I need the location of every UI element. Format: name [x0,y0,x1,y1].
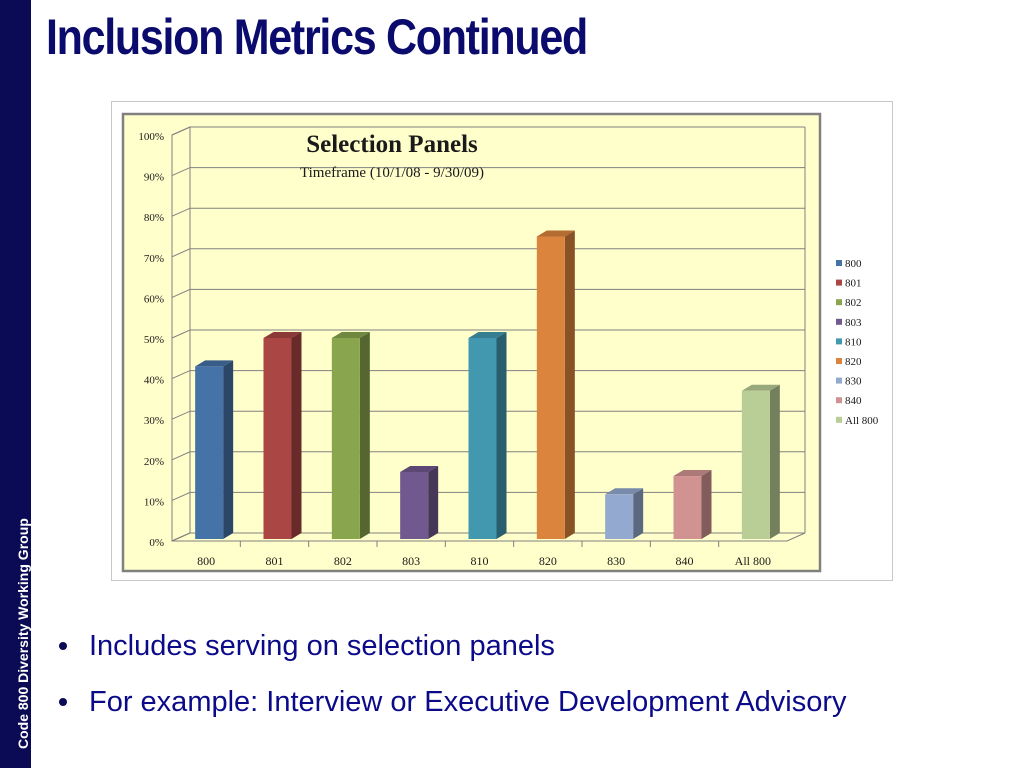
legend-swatch [836,279,842,286]
y-tick-label: 60% [144,293,164,305]
gridline [171,126,805,136]
bar-all-800 [741,384,780,539]
bullet-text: For example: Interview or Executive Deve… [89,686,847,718]
bullet-text: Includes serving on selection panels [89,630,555,662]
x-tick-label: All 800 [735,554,771,568]
x-tick-label: 800 [197,554,215,568]
x-tick-label: 810 [471,554,489,568]
y-tick-label: 20% [144,456,164,468]
x-tick-label: 840 [676,554,694,568]
legend-swatch [836,377,842,384]
bar-front [331,338,360,539]
legend-label: 810 [845,336,862,348]
legend-swatch [836,416,842,423]
bar-top [400,465,439,472]
bar-800 [195,360,234,539]
gridline [171,167,805,177]
legend-swatch [836,397,842,404]
bar-front [741,390,770,539]
bar-front [536,236,565,539]
legend-label: 800 [845,258,862,270]
legend-swatch [836,318,842,325]
bar-side [359,332,370,539]
y-tick-label: 90% [144,172,164,184]
slide-title: Inclusion Metrics Continued [46,9,588,65]
gridline [171,532,805,542]
sidebar-band [0,0,31,768]
bullet-dot-icon [59,698,67,706]
x-tick-label: 820 [539,554,557,568]
x-tick-label: 830 [607,554,625,568]
gridline [171,370,805,380]
bar-side [769,384,780,539]
selection-panels-chart: 0% 10% 20% 30% 40% 50% 60% 70% 80% 90% 100% 800 801… [121,112,879,573]
gridline [171,207,805,217]
legend-label: 830 [845,376,862,388]
y-tick-label: 80% [144,212,164,224]
bar-side [496,332,507,539]
legend-label: 840 [845,395,862,407]
bar-side [564,230,575,539]
bar-front [468,338,497,539]
gridline [171,288,805,298]
bullet-dot-icon [59,642,67,650]
y-tick-label: 70% [144,253,164,265]
bar-802 [331,332,370,539]
gridline [171,329,805,339]
legend-swatch [836,260,842,266]
bullet-list: Includes serving on selection panels For… [55,628,847,740]
chart-title: Selection Panels [306,131,478,158]
y-tick-label: 100% [138,131,164,143]
x-tick-label: 802 [334,554,352,568]
bar-side [291,332,302,539]
gridline [171,410,805,420]
bar-830 [605,488,644,539]
sidebar-label: Code 800 Diversity Working Group [15,518,31,749]
x-tick-label: 803 [402,554,420,568]
y-tick-label: 30% [144,415,164,427]
bar-front [400,471,429,539]
chart-subtitle: Timeframe (10/1/08 - 9/30/09) [300,165,484,181]
bar-side [223,360,234,539]
bar-top [263,332,302,338]
bar-side [633,488,644,539]
x-tick-label: 801 [266,554,284,568]
bullet-item: Includes serving on selection panels [55,628,847,684]
legend-label: 802 [845,297,862,309]
gridline [171,248,805,258]
bar-803 [400,465,439,539]
chart-frame: 0% 10% 20% 30% 40% 50% 60% 70% 80% 90% 100% 800 801… [111,101,893,581]
bar-front [673,476,702,539]
bar-side [428,465,439,539]
bar-front [195,366,224,539]
bar-top [605,488,644,495]
bar-top [536,230,575,237]
legend-label: All 800 [845,415,879,427]
bar-840 [673,470,712,539]
bar-820 [536,230,575,539]
bar-top [195,360,234,367]
bar-top [468,332,507,338]
gridline [171,491,805,501]
y-tick-label: 40% [144,375,164,387]
bar-front [605,494,634,539]
gridline [171,451,805,461]
legend-swatch [836,299,842,306]
bar-side [701,470,712,539]
bar-801 [263,332,302,539]
bar-810 [468,332,507,539]
legend-swatch [836,358,842,364]
bar-top [331,332,370,338]
bar-front [263,338,292,539]
legend-swatch [836,338,842,345]
y-tick-label: 10% [144,496,164,508]
bar-top [673,470,712,477]
bullet-item: For example: Interview or Executive Deve… [55,684,847,740]
legend-label: 801 [845,278,862,290]
legend-label: 820 [845,356,862,368]
y-tick-label: 0% [149,537,164,549]
y-tick-label: 50% [144,334,164,346]
legend-label: 803 [845,317,862,329]
bar-top [741,384,780,391]
